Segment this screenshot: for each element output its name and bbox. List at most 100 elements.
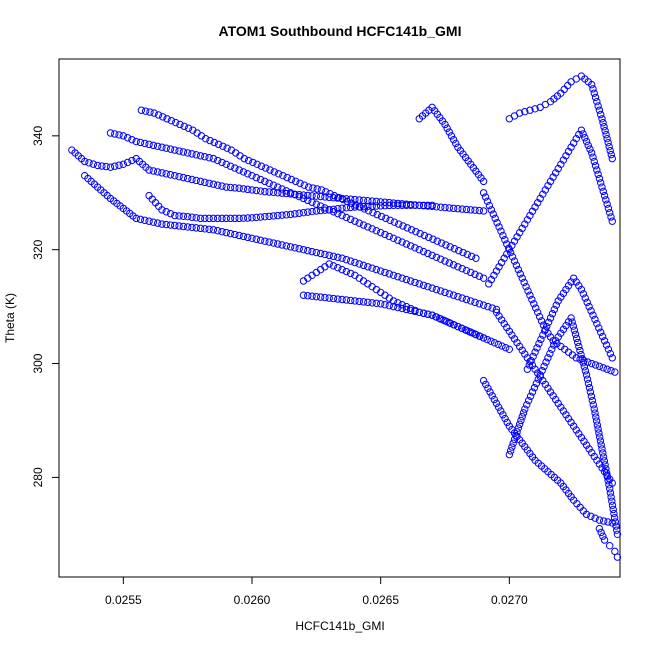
data-point bbox=[372, 299, 381, 307]
data-point bbox=[123, 158, 132, 167]
data-points bbox=[68, 72, 622, 561]
data-point bbox=[425, 233, 433, 242]
data-point bbox=[580, 437, 588, 446]
data-point bbox=[550, 305, 559, 314]
data-point bbox=[141, 139, 149, 148]
data-point bbox=[597, 441, 605, 449]
data-point bbox=[483, 197, 492, 206]
data-point bbox=[613, 530, 622, 539]
data-point bbox=[580, 356, 588, 365]
data-point bbox=[219, 142, 227, 150]
data-point bbox=[226, 229, 235, 238]
data-point bbox=[279, 171, 287, 180]
data-point bbox=[523, 401, 531, 409]
data-point bbox=[355, 260, 363, 268]
data-point bbox=[521, 405, 529, 413]
data-point bbox=[562, 411, 570, 419]
data-point bbox=[441, 203, 449, 212]
data-point bbox=[518, 412, 526, 421]
data-point bbox=[415, 308, 423, 317]
data-point bbox=[471, 298, 479, 307]
data-point bbox=[603, 134, 611, 143]
data-point bbox=[291, 244, 299, 252]
data-point bbox=[389, 234, 398, 243]
data-point bbox=[492, 399, 501, 408]
data-point bbox=[372, 227, 381, 235]
data-point bbox=[119, 160, 128, 169]
data-point bbox=[582, 371, 591, 379]
data-point bbox=[587, 307, 595, 315]
data-point bbox=[201, 214, 209, 223]
data-point bbox=[607, 213, 615, 221]
data-point bbox=[613, 526, 621, 534]
data-point bbox=[420, 231, 429, 240]
data-point bbox=[596, 328, 605, 336]
data-point bbox=[299, 194, 308, 203]
data-point bbox=[599, 453, 608, 461]
data-point bbox=[557, 329, 565, 337]
data-point bbox=[261, 187, 269, 196]
data-point bbox=[292, 177, 300, 186]
data-point bbox=[428, 201, 436, 209]
data-point bbox=[299, 245, 308, 254]
data-point bbox=[479, 189, 488, 197]
data-point bbox=[355, 203, 363, 211]
data-point bbox=[278, 185, 286, 193]
data-point bbox=[531, 105, 539, 113]
data-point bbox=[364, 298, 372, 307]
data-point bbox=[213, 227, 222, 235]
data-point bbox=[482, 380, 490, 389]
data-point bbox=[595, 174, 604, 183]
data-point bbox=[562, 321, 570, 330]
data-point bbox=[571, 330, 580, 338]
data-point bbox=[497, 407, 505, 415]
data-point bbox=[269, 212, 278, 220]
data-point bbox=[591, 361, 600, 369]
data-point bbox=[239, 232, 248, 241]
data-point bbox=[394, 299, 402, 307]
data-point bbox=[226, 214, 235, 223]
data-point bbox=[515, 109, 524, 117]
data-point bbox=[601, 127, 609, 135]
data-point bbox=[458, 264, 466, 273]
data-point bbox=[495, 312, 503, 320]
data-point bbox=[463, 250, 472, 259]
data-point bbox=[153, 168, 162, 176]
data-point bbox=[602, 131, 610, 139]
data-point bbox=[454, 292, 462, 301]
data-point bbox=[494, 403, 503, 411]
data-point bbox=[607, 150, 615, 159]
data-point bbox=[596, 437, 605, 445]
data-point bbox=[518, 346, 526, 354]
data-point bbox=[497, 316, 506, 324]
data-point bbox=[171, 221, 179, 230]
data-point bbox=[244, 214, 252, 222]
data-point bbox=[145, 217, 153, 225]
data-point bbox=[119, 132, 128, 140]
data-point bbox=[141, 216, 149, 224]
data-point bbox=[419, 201, 428, 209]
data-point bbox=[111, 130, 119, 138]
data-point bbox=[342, 296, 351, 304]
data-point bbox=[595, 362, 604, 371]
data-point bbox=[158, 220, 166, 228]
data-point bbox=[526, 291, 534, 299]
data-point bbox=[389, 201, 398, 209]
data-point bbox=[308, 292, 316, 300]
data-point bbox=[587, 359, 596, 368]
data-point bbox=[270, 168, 279, 176]
data-point bbox=[583, 375, 592, 383]
data-point bbox=[608, 217, 616, 225]
data-point bbox=[572, 354, 580, 362]
data-point bbox=[437, 239, 446, 247]
data-point bbox=[179, 212, 188, 220]
data-point bbox=[406, 277, 415, 285]
data-point bbox=[209, 214, 218, 223]
data-point bbox=[231, 184, 239, 192]
data-point bbox=[415, 201, 423, 209]
x-tick-label: 0.0260 bbox=[234, 593, 271, 607]
data-point bbox=[295, 190, 303, 199]
data-point bbox=[162, 220, 170, 229]
data-point bbox=[510, 435, 519, 444]
data-point bbox=[218, 214, 226, 223]
